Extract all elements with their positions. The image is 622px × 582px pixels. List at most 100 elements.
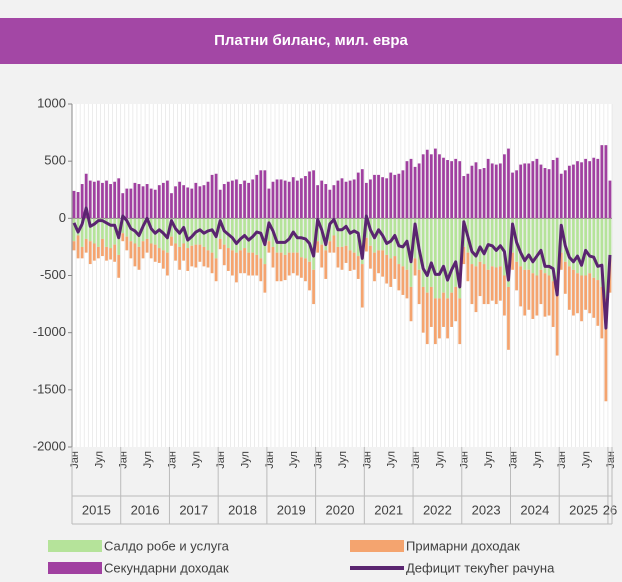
bar (360, 169, 364, 219)
bar (166, 180, 169, 219)
bar (206, 181, 210, 219)
bar (531, 218, 535, 274)
year-label: 2025 (569, 502, 598, 517)
bar (584, 158, 587, 219)
bar (563, 261, 567, 294)
bar (170, 218, 173, 237)
chart-title: Платни биланс, мил. евра (214, 32, 408, 49)
bar (356, 256, 360, 279)
bar (572, 269, 575, 316)
bar (563, 170, 567, 219)
bar (226, 181, 230, 219)
bar (235, 218, 238, 253)
x-tick-label: Јан (459, 451, 471, 469)
bar (218, 238, 222, 250)
bar (97, 218, 100, 247)
legend-label: Салдо робе и услуга (104, 538, 230, 553)
bar (300, 257, 303, 278)
bar (287, 252, 291, 276)
bar (206, 250, 210, 268)
year-label: 2017 (179, 502, 208, 517)
bar (442, 157, 445, 219)
bar (105, 246, 108, 261)
bar (523, 218, 527, 270)
bar (482, 168, 486, 219)
bar (316, 241, 320, 253)
bar (393, 174, 397, 219)
bar (239, 218, 242, 251)
bar (438, 298, 441, 339)
bar (320, 180, 324, 219)
bar (344, 245, 348, 263)
bar (121, 218, 125, 234)
bar (178, 246, 181, 270)
bar (206, 218, 210, 251)
bar (324, 218, 328, 251)
bar (340, 178, 344, 219)
bar (243, 218, 246, 249)
year-label: 2022 (423, 502, 452, 517)
bar (133, 182, 137, 219)
bar (482, 218, 486, 265)
bar (222, 244, 226, 266)
x-tick-label: Јан (507, 451, 519, 469)
bar (478, 169, 482, 219)
bar (409, 158, 413, 219)
bar (76, 235, 80, 259)
bar (405, 161, 409, 219)
bar (356, 172, 360, 219)
bar (450, 161, 454, 219)
bar (121, 193, 125, 219)
bar (133, 243, 137, 267)
bar (283, 254, 287, 281)
bar (109, 184, 112, 219)
bar (328, 241, 332, 253)
bar (352, 179, 356, 219)
bar (247, 182, 250, 219)
bar (535, 158, 539, 219)
bar (202, 246, 206, 267)
bar (559, 173, 563, 219)
bar (340, 246, 344, 270)
bar (186, 248, 190, 271)
bar (397, 173, 401, 219)
bar (600, 145, 604, 219)
bar (336, 180, 340, 219)
bar (340, 218, 344, 247)
bar (80, 246, 84, 259)
x-tick-label: Јул (239, 451, 251, 468)
bar (519, 164, 523, 219)
bar (588, 218, 592, 274)
bar (101, 238, 104, 257)
bar (486, 158, 490, 219)
bar (482, 264, 486, 305)
bar (243, 180, 246, 219)
x-tick-label: Јул (337, 451, 349, 468)
bar (308, 218, 311, 262)
bar (494, 164, 498, 219)
bar (214, 173, 218, 219)
bar (72, 190, 76, 219)
bar (360, 264, 364, 308)
bar (80, 184, 84, 219)
bar (267, 188, 271, 219)
bar (161, 250, 165, 269)
bar (450, 218, 454, 293)
bar (113, 181, 117, 219)
bar (336, 246, 340, 268)
x-tick-label: Јан (264, 451, 276, 469)
bar (247, 252, 250, 276)
bar (466, 252, 470, 282)
bar (498, 163, 502, 219)
bar (72, 218, 76, 242)
bar (88, 218, 92, 242)
legend-swatch (48, 562, 102, 574)
bar (486, 269, 490, 305)
bar (413, 258, 417, 276)
bar (72, 241, 76, 251)
bar (117, 178, 121, 219)
bar (600, 286, 604, 339)
bar (458, 218, 462, 299)
bar (332, 235, 336, 253)
bar (572, 164, 575, 219)
